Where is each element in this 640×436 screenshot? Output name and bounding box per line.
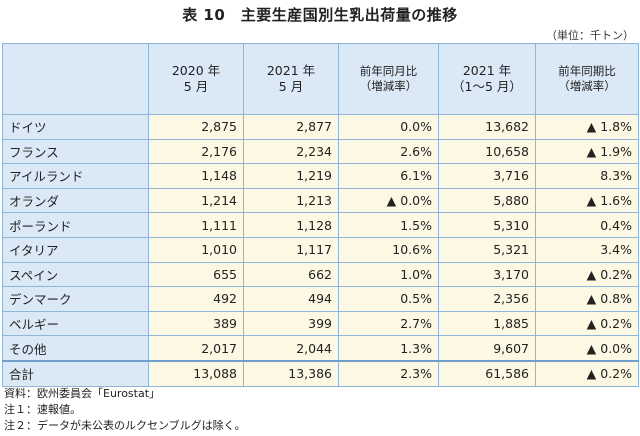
cell-ytd-yoy: ▲ 0.2% xyxy=(535,261,639,288)
header-yoy: 前年同月比 （増減率） xyxy=(338,43,439,115)
cell-2020-may: 13,088 xyxy=(148,359,244,387)
cell-2021-may: 2,234 xyxy=(243,138,339,165)
cell-country: 合計 xyxy=(2,359,149,387)
cell-ytd-yoy: ▲ 1.9% xyxy=(535,138,639,165)
cell-2021-ytd: 3,716 xyxy=(438,163,536,189)
total-row: 合計 13,088 13,386 2.3% 61,586 ▲ 0.2% xyxy=(2,359,639,387)
cell-2020-may: 655 xyxy=(148,261,244,288)
cell-2021-may: 1,128 xyxy=(243,212,339,238)
cell-2021-may: 662 xyxy=(243,261,339,288)
cell-ytd-yoy: ▲ 1.8% xyxy=(535,114,639,140)
cell-2021-ytd: 5,880 xyxy=(438,187,536,214)
cell-2020-may: 2,017 xyxy=(148,335,244,362)
cell-2021-ytd: 9,607 xyxy=(438,335,536,362)
cell-2020-may: 1,010 xyxy=(148,236,244,263)
cell-country: オランダ xyxy=(2,187,149,214)
table-row: ドイツ 2,875 2,877 0.0% 13,682 ▲ 1.8% xyxy=(2,114,639,140)
cell-yoy: 1.3% xyxy=(338,335,439,362)
table-row: ポーランド 1,111 1,128 1.5% 5,310 0.4% xyxy=(2,212,639,238)
table-row: オランダ 1,214 1,213 ▲ 0.0% 5,880 ▲ 1.6% xyxy=(2,187,639,214)
cell-2021-may: 13,386 xyxy=(243,359,339,387)
cell-2021-ytd: 3,170 xyxy=(438,261,536,288)
cell-2020-may: 492 xyxy=(148,286,244,312)
cell-ytd-yoy: ▲ 1.6% xyxy=(535,187,639,214)
cell-ytd-yoy: ▲ 0.0% xyxy=(535,335,639,362)
cell-country: フランス xyxy=(2,138,149,165)
cell-ytd-yoy: ▲ 0.8% xyxy=(535,286,639,312)
cell-yoy: 2.6% xyxy=(338,138,439,165)
cell-ytd-yoy: ▲ 0.2% xyxy=(535,310,639,337)
table-row: スペイン 655 662 1.0% 3,170 ▲ 0.2% xyxy=(2,261,639,288)
cell-yoy: 6.1% xyxy=(338,163,439,189)
header-country xyxy=(2,43,149,115)
cell-yoy: ▲ 0.0% xyxy=(338,187,439,214)
table-title: 表 10 主要生産国別生乳出荷量の推移 xyxy=(182,6,458,24)
cell-yoy: 10.6% xyxy=(338,236,439,263)
cell-2020-may: 2,875 xyxy=(148,114,244,140)
cell-country: イタリア xyxy=(2,236,149,263)
header-ytd-yoy: 前年同期比 （増減率） xyxy=(535,43,639,115)
cell-ytd-yoy: ▲ 0.2% xyxy=(535,359,639,387)
cell-2020-may: 389 xyxy=(148,310,244,337)
cell-yoy: 0.0% xyxy=(338,114,439,140)
note-2: 注２：データが未公表のルクセンブルグは除く。 xyxy=(4,419,246,432)
cell-2021-ytd: 10,658 xyxy=(438,138,536,165)
cell-country: アイルランド xyxy=(2,163,149,189)
table-row: その他 2,017 2,044 1.3% 9,607 ▲ 0.0% xyxy=(2,335,639,362)
cell-2021-may: 1,213 xyxy=(243,187,339,214)
cell-yoy: 2.7% xyxy=(338,310,439,337)
cell-country: ベルギー xyxy=(2,310,149,337)
note-1: 注１：速報値。 xyxy=(4,403,81,416)
cell-country: その他 xyxy=(2,335,149,362)
header-2021-ytd: 2021 年（1～5 月） xyxy=(438,43,536,115)
unit-label: （単位：千トン） xyxy=(546,29,634,42)
cell-2021-may: 1,219 xyxy=(243,163,339,189)
cell-2020-may: 2,176 xyxy=(148,138,244,165)
cell-yoy: 0.5% xyxy=(338,286,439,312)
cell-country: デンマーク xyxy=(2,286,149,312)
cell-2020-may: 1,111 xyxy=(148,212,244,238)
cell-country: ポーランド xyxy=(2,212,149,238)
cell-yoy: 1.5% xyxy=(338,212,439,238)
cell-2020-may: 1,148 xyxy=(148,163,244,189)
table-row: デンマーク 492 494 0.5% 2,356 ▲ 0.8% xyxy=(2,286,639,312)
cell-2021-ytd: 5,321 xyxy=(438,236,536,263)
source-note: 資料：欧州委員会「Eurostat」 xyxy=(4,387,161,400)
cell-2020-may: 1,214 xyxy=(148,187,244,214)
cell-country: スペイン xyxy=(2,261,149,288)
cell-2021-ytd: 13,682 xyxy=(438,114,536,140)
table-row: フランス 2,176 2,234 2.6% 10,658 ▲ 1.9% xyxy=(2,138,639,165)
footnotes: 資料：欧州委員会「Eurostat」 注１：速報値。 注２：データが未公表のルク… xyxy=(4,386,246,434)
cell-2021-ytd: 2,356 xyxy=(438,286,536,312)
cell-ytd-yoy: 0.4% xyxy=(535,212,639,238)
table-row: イタリア 1,010 1,117 10.6% 5,321 3.4% xyxy=(2,236,639,263)
cell-yoy: 1.0% xyxy=(338,261,439,288)
cell-2021-ytd: 61,586 xyxy=(438,359,536,387)
cell-2021-may: 2,877 xyxy=(243,114,339,140)
cell-2021-ytd: 5,310 xyxy=(438,212,536,238)
cell-ytd-yoy: 3.4% xyxy=(535,236,639,263)
cell-ytd-yoy: 8.3% xyxy=(535,163,639,189)
cell-country: ドイツ xyxy=(2,114,149,140)
cell-2021-may: 2,044 xyxy=(243,335,339,362)
cell-2021-may: 1,117 xyxy=(243,236,339,263)
table-row: アイルランド 1,148 1,219 6.1% 3,716 8.3% xyxy=(2,163,639,189)
cell-yoy: 2.3% xyxy=(338,359,439,387)
cell-2021-may: 494 xyxy=(243,286,339,312)
cell-2021-ytd: 1,885 xyxy=(438,310,536,337)
table-row: ベルギー 389 399 2.7% 1,885 ▲ 0.2% xyxy=(2,310,639,337)
cell-2021-may: 399 xyxy=(243,310,339,337)
